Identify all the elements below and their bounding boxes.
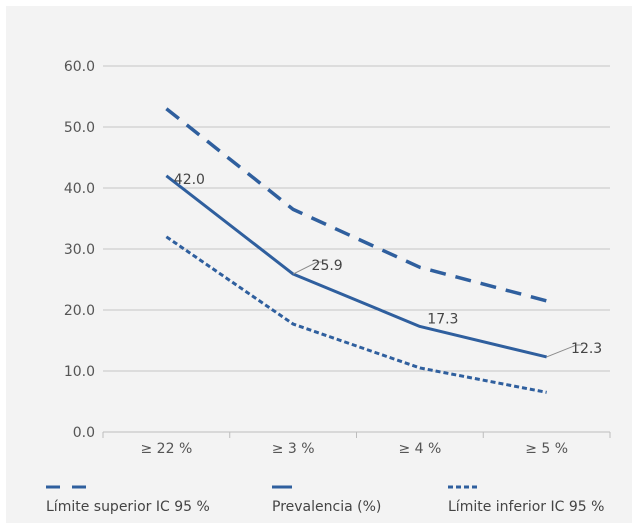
chart-background [6, 6, 632, 523]
data-label: 42.0 [174, 172, 205, 188]
legend-label-1: Límite superior IC 95 % [46, 499, 210, 515]
y-tick-label: 30.0 [64, 242, 95, 258]
data-label-leader [546, 344, 583, 358]
x-tick-label: ≥ 3 % [272, 441, 315, 457]
series-line-2 [165, 174, 547, 359]
y-tick-label: 20.0 [64, 303, 95, 319]
y-tick-label: 50.0 [64, 120, 95, 136]
legend-label-3: Límite inferior IC 95 % [448, 499, 604, 515]
x-tick-label: ≥ 22 % [141, 441, 193, 457]
x-tick-label: ≥ 4 % [398, 441, 441, 457]
y-tick-label: 0.0 [73, 425, 95, 441]
series-line-3 [165, 235, 547, 394]
data-label-leader [292, 261, 324, 275]
x-tick-label: ≥ 5 % [525, 441, 568, 457]
y-tick-label: 10.0 [64, 364, 95, 380]
data-label: 17.3 [427, 311, 458, 327]
y-tick-label: 40.0 [64, 181, 95, 197]
y-tick-label: 60.0 [64, 59, 95, 75]
data-label: 12.3 [571, 341, 602, 357]
legend-label-2: Prevalencia (%) [272, 499, 381, 515]
data-label: 25.9 [312, 258, 343, 274]
series-line-1 [165, 107, 548, 303]
